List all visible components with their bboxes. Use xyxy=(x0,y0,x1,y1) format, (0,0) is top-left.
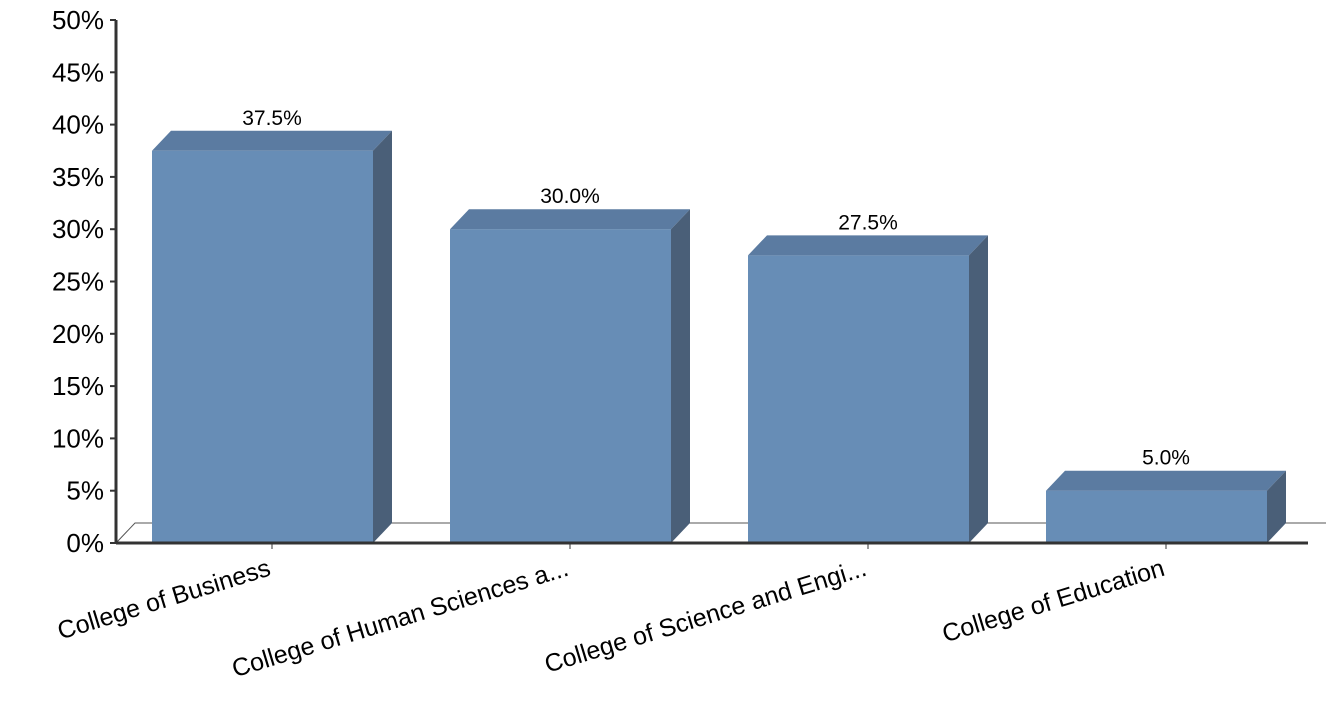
bar-top xyxy=(450,209,690,230)
bar xyxy=(152,130,392,543)
data-label: 27.5% xyxy=(838,211,898,234)
x-tick-label: College of Education xyxy=(939,554,1168,648)
bar-front xyxy=(152,150,373,543)
y-tick-label: 40% xyxy=(52,110,104,140)
y-tick-label: 45% xyxy=(52,57,104,87)
bar-front xyxy=(450,229,671,543)
bar-top xyxy=(152,130,392,151)
data-label: 5.0% xyxy=(1142,447,1190,470)
y-tick-label: 30% xyxy=(52,214,104,244)
bar-front xyxy=(748,255,969,543)
bar-front xyxy=(1046,490,1267,543)
y-tick-label: 50% xyxy=(52,5,104,35)
x-tick-label: College of Business xyxy=(54,554,273,645)
bar xyxy=(450,209,690,543)
bar-side xyxy=(671,209,690,543)
y-tick-label: 0% xyxy=(66,528,104,558)
data-labels: 37.5% 30.0% 27.5% 5.0% xyxy=(242,107,1190,470)
y-axis-ticks: 0% 5% 10% 15% 20% 25% 30% 35% 40% 45% 50% xyxy=(52,5,116,558)
data-label: 37.5% xyxy=(242,107,302,130)
bar xyxy=(1046,470,1286,543)
bar-side xyxy=(1267,470,1286,543)
y-tick-label: 5% xyxy=(66,476,104,506)
y-tick-label: 25% xyxy=(52,267,104,297)
bar xyxy=(748,235,988,543)
bar-top xyxy=(748,235,988,256)
bars-group xyxy=(152,130,1286,543)
bar-side xyxy=(969,235,988,543)
y-tick-label: 10% xyxy=(52,423,104,453)
bar-top xyxy=(1046,470,1286,491)
bar-side xyxy=(373,130,392,543)
y-tick-label: 35% xyxy=(52,162,104,192)
data-label: 30.0% xyxy=(540,185,600,208)
y-tick-label: 20% xyxy=(52,319,104,349)
x-tick-label: College of Science and Engi... xyxy=(541,554,869,679)
y-tick-label: 15% xyxy=(52,371,104,401)
x-tick-label: College of Human Sciences a... xyxy=(229,554,572,683)
